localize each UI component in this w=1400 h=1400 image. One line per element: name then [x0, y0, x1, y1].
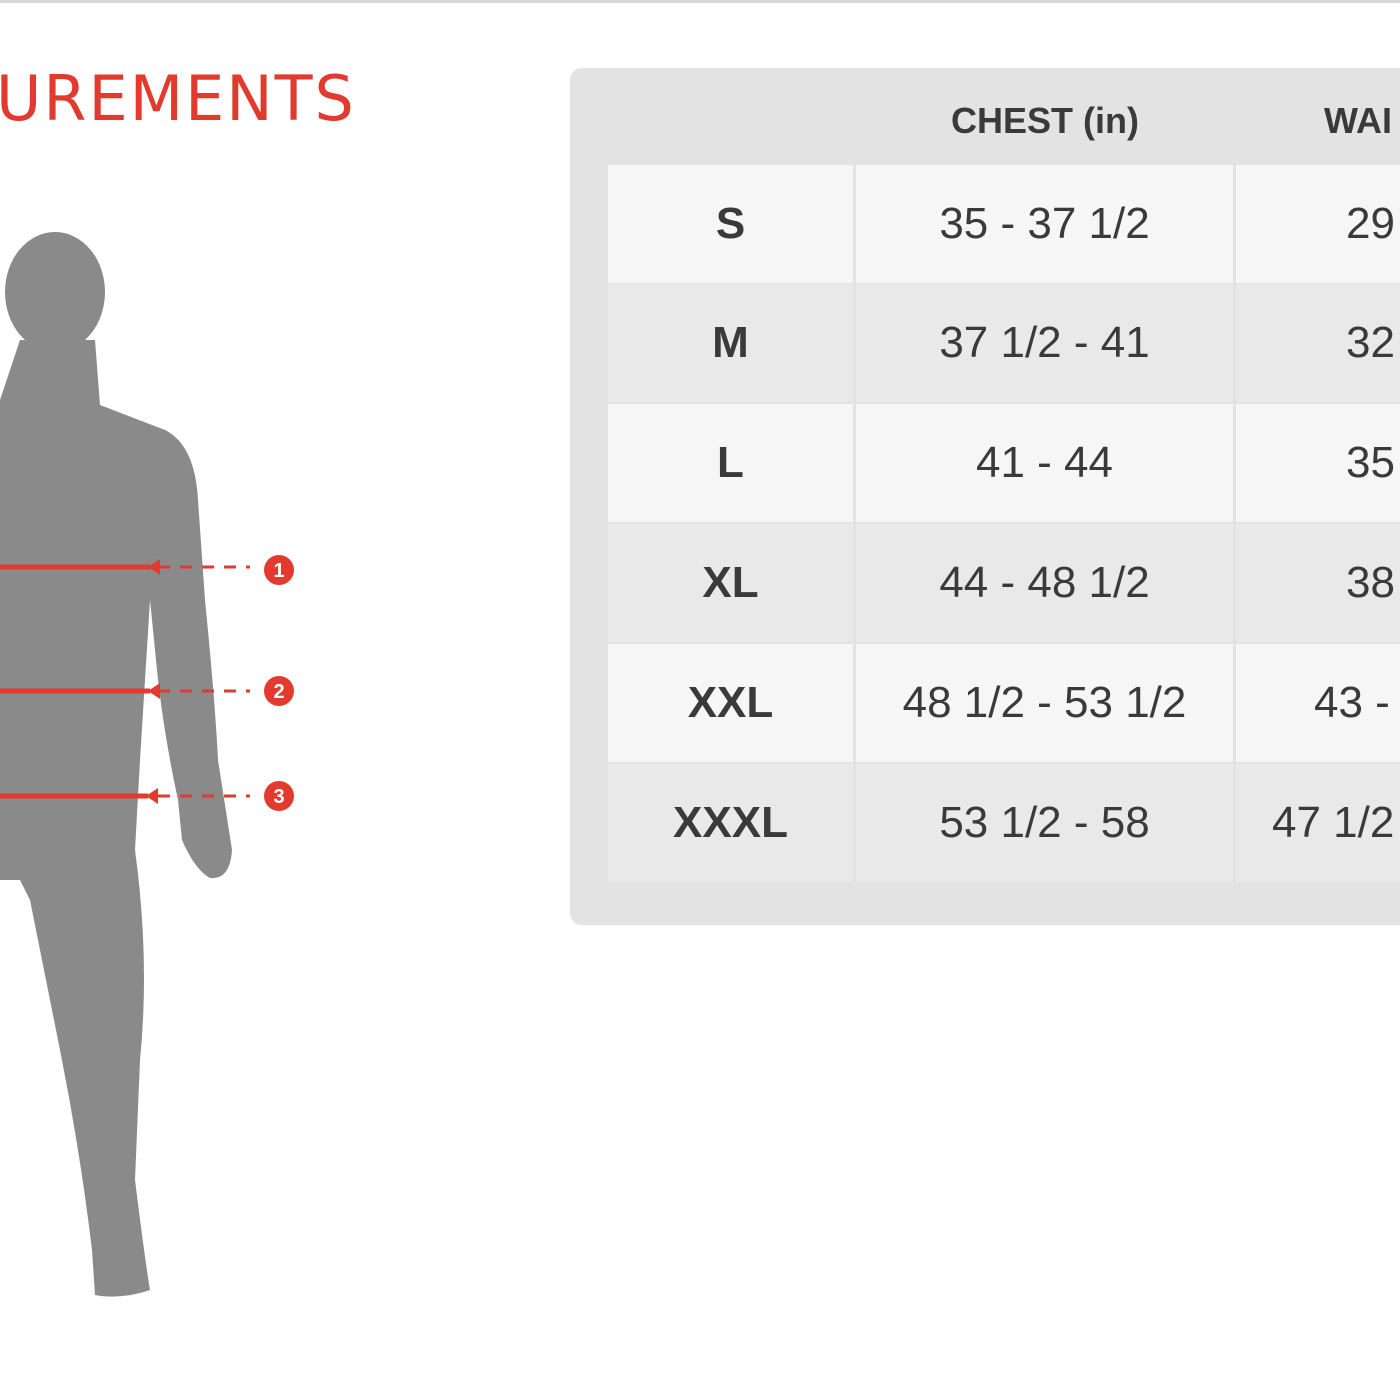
measure-line-hips	[0, 788, 250, 804]
header-waist: WAI	[1324, 100, 1392, 141]
marker-3-icon	[264, 781, 294, 811]
chest-cell: 35 - 37 1/2	[856, 165, 1233, 283]
chest-cell: 37 1/2 - 41	[856, 284, 1233, 402]
header-chest: CHEST (in)	[951, 100, 1139, 141]
chest-cell: 53 1/2 - 58	[856, 764, 1233, 882]
body-silhouette: 1 2 3	[0, 232, 294, 1297]
size-cell: XXXL	[608, 764, 853, 882]
silhouette-icon	[0, 232, 232, 1297]
chest-cell: 44 - 48 1/2	[856, 524, 1233, 642]
chest-cell: 41 - 44	[856, 404, 1233, 522]
chest-cell: 48 1/2 - 53 1/2	[856, 644, 1233, 762]
waist-cell: 43 -	[1236, 644, 1400, 762]
marker-2: 2	[273, 681, 284, 703]
marker-3: 3	[273, 786, 284, 808]
marker-1: 1	[273, 560, 284, 582]
waist-cell: 35	[1236, 404, 1400, 522]
marker-1-icon	[264, 555, 294, 585]
measure-line-chest	[0, 559, 250, 575]
waist-cell: 38	[1236, 524, 1400, 642]
size-cell: L	[608, 404, 853, 522]
size-cell: XXL	[608, 644, 853, 762]
size-cell: XL	[608, 524, 853, 642]
waist-cell: 47 1/2	[1236, 764, 1400, 882]
measure-line-waist	[0, 683, 250, 699]
section-title: UREMENTS	[0, 62, 356, 135]
waist-cell: 32	[1236, 284, 1400, 402]
size-cell: M	[608, 284, 853, 402]
marker-2-icon	[264, 676, 294, 706]
top-divider	[0, 0, 1400, 3]
waist-cell: 29	[1236, 165, 1400, 283]
size-cell: S	[608, 165, 853, 283]
